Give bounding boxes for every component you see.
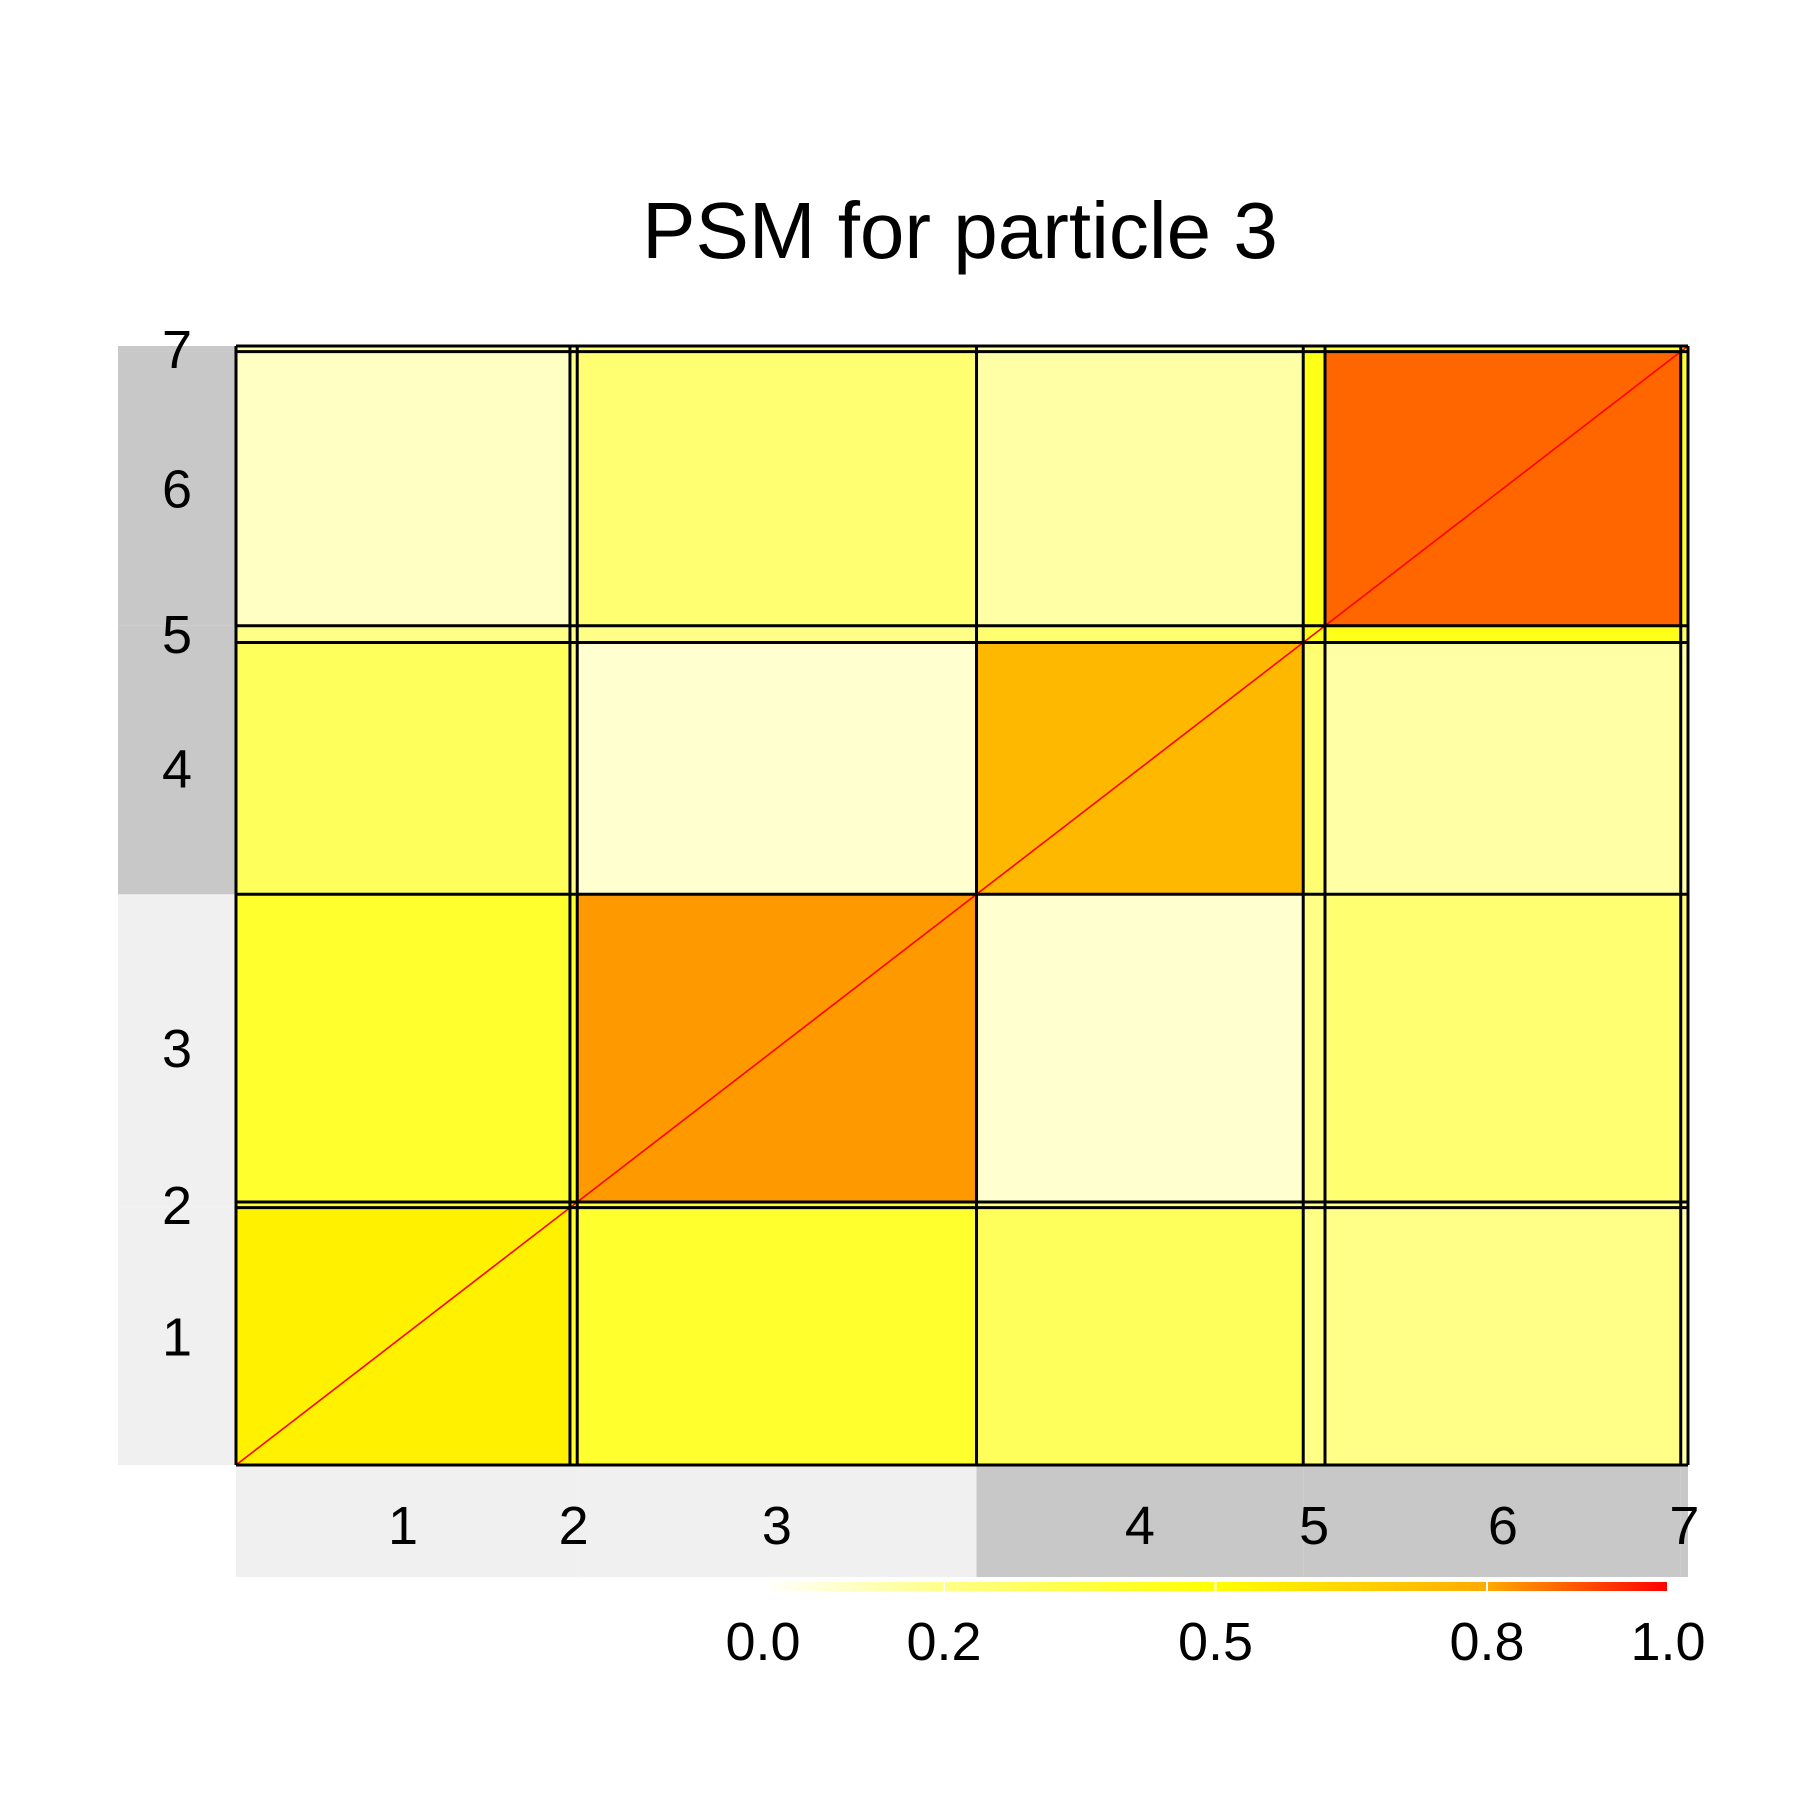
heatmap-cell [1680,351,1689,627]
heatmap-cell [1303,351,1326,627]
y-tick-label: 7 [162,320,192,380]
heatmap-cell [1303,642,1326,895]
heatmap-cell [976,1207,1304,1466]
heatmap-cell [569,894,578,1203]
heatmap-cell [976,1202,1304,1209]
y-tick-label: 4 [162,739,192,799]
heatmap-cell [1680,642,1689,895]
heatmap-cell [236,894,571,1203]
heatmap-cell [1680,1207,1689,1466]
heatmap-cell [577,642,978,895]
heatmap-cell [1325,1202,1682,1209]
heatmap-cell [976,346,1304,353]
heatmap-cell [577,625,978,644]
heatmap-cell [1680,625,1689,644]
col-band-cluster-5 [1303,1465,1325,1577]
y-tick-label: 5 [162,605,192,665]
x-tick-label: 7 [1669,1496,1699,1556]
heatmap-cell [1303,894,1326,1203]
diagonal-line [235,345,1689,1466]
col-band-cluster-7 [1680,1465,1688,1577]
y-tick-label: 3 [162,1019,192,1079]
color-scale-tick-label: 0.8 [1449,1612,1524,1672]
y-tick-label: 2 [162,1176,192,1236]
heatmap-cell [569,1207,578,1466]
y-tick-label: 1 [162,1307,192,1367]
y-tick-label: 6 [162,460,192,520]
heatmap-cell [976,894,1304,1203]
heatmap-cell [1303,346,1326,353]
color-scale-tick-label: 0.2 [906,1612,981,1672]
diagonal-line [235,345,1689,1466]
row-band-cluster-4 [118,642,236,895]
col-band-cluster-2 [569,1465,578,1577]
heatmap-cell [1303,1207,1326,1466]
x-tick-label: 1 [388,1496,418,1556]
heatmap-cell [976,351,1304,627]
color-scale-tick-label: 0.5 [1178,1612,1253,1672]
heatmap-cell [1325,625,1682,644]
heatmap-cell [577,1207,978,1466]
heatmap-cell [1325,642,1682,895]
heatmap-cell [236,642,571,895]
chart-title: PSM for particle 3 [642,186,1278,275]
heatmap-cell [976,625,1304,644]
row-band-cluster-2 [118,1202,236,1208]
x-tick-label: 2 [559,1496,589,1556]
heatmap-cell [1325,894,1682,1203]
row-band-cluster-5 [118,625,236,643]
col-band-cluster-1 [236,1465,570,1577]
heatmap-cell [1680,894,1689,1203]
col-band-cluster-6 [1325,1465,1681,1577]
color-scale-tick-label: 1.0 [1630,1612,1705,1672]
row-band-cluster-3 [118,894,236,1203]
heatmap-cell [1303,1202,1326,1209]
x-tick-label: 4 [1125,1496,1155,1556]
heatmap-cell [236,346,571,353]
heatmap-cell [1680,1202,1689,1209]
cluster-grid-lines [234,344,1690,1467]
heatmap-cell [569,351,578,627]
color-scale-tick-label: 0.0 [725,1612,800,1672]
heatmap-cell [236,351,571,627]
col-band-cluster-4 [976,1465,1304,1577]
heatmap-cell [236,625,571,644]
row-band-cluster-1 [118,1207,236,1465]
x-tick-label: 3 [762,1496,792,1556]
heatmap-cell [1325,346,1682,353]
col-band-cluster-3 [577,1465,977,1577]
row-band-cluster-6 [118,351,236,626]
heatmap-cell [577,346,978,353]
heatmap-cell [236,1202,571,1209]
x-tick-label: 5 [1299,1496,1329,1556]
heatmap-cell [569,642,578,895]
cluster-tick-labels: 1 1 2 2 3 3 4 4 5 5 6 6 7 7 [162,320,1699,1556]
row-band-cluster-7 [118,346,236,352]
heatmap-cell [569,346,578,353]
cluster-bands [118,346,1688,1577]
x-tick-label: 6 [1488,1496,1518,1556]
color-scale-legend: 0.0 0.2 0.5 0.8 1.0 [725,1582,1706,1672]
heatmap-cell [577,351,978,627]
heatmap-cell [577,1202,978,1209]
heatmap-cell [569,625,578,644]
heatmap-cell [1325,1207,1682,1466]
